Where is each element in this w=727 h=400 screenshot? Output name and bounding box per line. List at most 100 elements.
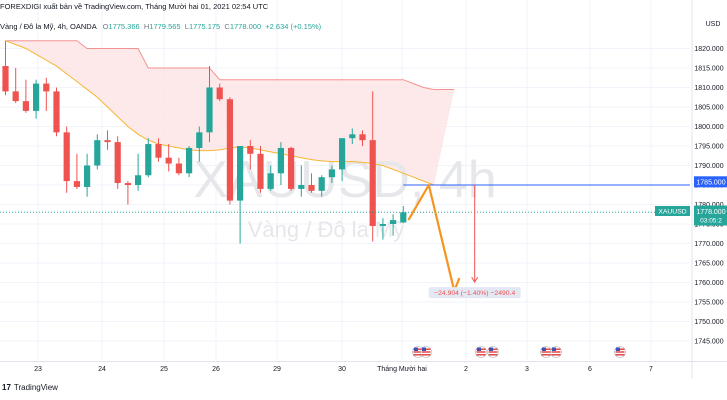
flag-stripe bbox=[421, 354, 431, 356]
price-axis-currency: USD bbox=[706, 21, 721, 28]
candle-body bbox=[2, 66, 9, 92]
candle-body bbox=[94, 140, 101, 166]
moving-average-line bbox=[5, 40, 435, 186]
us-flag-event-icon[interactable] bbox=[540, 346, 552, 358]
candle-body bbox=[237, 146, 244, 201]
time-tick-label: 23 bbox=[34, 366, 42, 373]
flag-stripe bbox=[615, 354, 625, 356]
candle-body bbox=[53, 91, 60, 133]
price-tick-label: 1755.000 bbox=[694, 300, 723, 307]
publisher-line: FOREXDIGI xuất bản về TradingView.com, T… bbox=[0, 2, 269, 11]
time-tick-label: 29 bbox=[273, 366, 281, 373]
price-tags: 1785.000 XAUUSD 1778.000 03:05:2 bbox=[655, 176, 727, 226]
flag-stripe bbox=[541, 354, 551, 356]
candle-body bbox=[124, 183, 131, 185]
current-price-tag bbox=[694, 205, 727, 226]
close-label: C bbox=[224, 22, 230, 31]
price-tick-label: 1750.000 bbox=[694, 319, 723, 326]
candle-body bbox=[114, 142, 121, 184]
symbol-legend[interactable]: Vàng / Đô la Mỹ, 4h, OANDA O1775.366 H17… bbox=[0, 22, 321, 31]
flag-stripe bbox=[488, 351, 498, 353]
us-flag-event-icon[interactable] bbox=[412, 346, 424, 358]
candle-body bbox=[400, 212, 407, 223]
time-tick-label: 3 bbox=[525, 366, 529, 373]
candle-body bbox=[226, 99, 233, 201]
us-flag-event-icon[interactable] bbox=[614, 346, 626, 358]
candle-body bbox=[206, 87, 213, 133]
chart-footer: 17 TradingView bbox=[0, 378, 727, 400]
current-price-tag-value: 1778.000 bbox=[696, 209, 725, 216]
price-tick-label: 1770.000 bbox=[694, 241, 723, 248]
low-label: L bbox=[184, 22, 189, 31]
open-value: 1775.366 bbox=[108, 22, 140, 31]
candle-body bbox=[33, 83, 40, 111]
economic-event-icons[interactable] bbox=[412, 346, 626, 358]
flag-canton bbox=[552, 347, 556, 351]
candle-body bbox=[84, 165, 91, 187]
price-axis[interactable]: 1745.000 1750.000 1755.000 1760.000 1765.000… bbox=[694, 46, 723, 346]
price-tick-label: 1790.000 bbox=[694, 163, 723, 170]
watermark-name: Vàng / Đô la Mỹ bbox=[248, 217, 405, 242]
flag-canton bbox=[616, 347, 620, 351]
candle-body bbox=[288, 147, 295, 189]
candle-body bbox=[318, 177, 325, 191]
us-flag-event-icon[interactable] bbox=[550, 346, 562, 358]
candle-body bbox=[349, 134, 356, 139]
candle-body bbox=[12, 91, 19, 102]
flag-stripe bbox=[551, 351, 561, 353]
price-tick-label: 1820.000 bbox=[694, 46, 723, 53]
price-tick-label: 1810.000 bbox=[694, 85, 723, 92]
flag-canton bbox=[489, 347, 493, 351]
candle-body bbox=[339, 138, 346, 170]
candle-body bbox=[328, 169, 335, 178]
candle-body bbox=[267, 173, 274, 189]
candle-body bbox=[216, 87, 223, 100]
tradingview-logo-icon: 17 bbox=[2, 383, 11, 392]
candle-body bbox=[165, 157, 172, 164]
open-label: O bbox=[102, 22, 109, 31]
flag-stripe bbox=[476, 354, 486, 356]
candle-body bbox=[390, 220, 397, 224]
us-flag-event-icon[interactable] bbox=[475, 346, 487, 358]
flag-stripe bbox=[413, 354, 423, 356]
flag-stripe bbox=[413, 351, 423, 353]
change-value: +2.634 (+0.15%) bbox=[265, 22, 322, 31]
time-tick-label: 7 bbox=[649, 366, 653, 373]
candlestick-series bbox=[2, 40, 407, 244]
time-tick-label: 30 bbox=[338, 366, 346, 373]
low-value: 1775.175 bbox=[188, 22, 221, 31]
us-flag-event-icon[interactable] bbox=[420, 346, 432, 358]
measure-arrowhead bbox=[471, 276, 479, 284]
us-flag-event-icon[interactable] bbox=[487, 346, 499, 358]
price-tick-label: 1765.000 bbox=[694, 261, 723, 268]
chart-header: FOREXDIGI xuất bản về TradingView.com, T… bbox=[0, 0, 690, 40]
flag-stripe bbox=[476, 351, 486, 353]
candle-body bbox=[155, 144, 162, 158]
tradingview-logo[interactable]: 17 TradingView bbox=[2, 383, 58, 392]
measure-label: −24.904 (−1.40%) −2490.4 bbox=[434, 290, 515, 297]
time-axis[interactable]: 23 24 25 26 29 30 Tháng Mười hai 2 3 6 7 bbox=[0, 361, 727, 374]
candle-body bbox=[175, 163, 182, 174]
tradingview-logo-text: TradingView bbox=[13, 383, 58, 392]
projection-path[interactable] bbox=[407, 183, 456, 292]
candle-body bbox=[359, 134, 366, 141]
price-tick-label: 1745.000 bbox=[694, 339, 723, 346]
candle-body bbox=[257, 153, 264, 189]
high-value: 1779.565 bbox=[149, 22, 181, 31]
candle-body bbox=[308, 185, 315, 191]
time-tick-label: 25 bbox=[160, 366, 168, 373]
candle-body bbox=[298, 185, 305, 189]
candle-body bbox=[135, 175, 142, 185]
symbol-price-tag bbox=[655, 206, 690, 216]
candle-body bbox=[379, 224, 386, 226]
close-value: 1778.000 bbox=[229, 22, 262, 31]
price-tick-label: 1805.000 bbox=[694, 105, 723, 112]
candle-body bbox=[104, 140, 111, 143]
candle-body bbox=[73, 181, 80, 187]
flag-stripe bbox=[421, 351, 431, 353]
price-tick-label: 1815.000 bbox=[694, 66, 723, 73]
candle-body bbox=[369, 140, 376, 226]
candle-body bbox=[63, 132, 70, 182]
current-price-tag-timer: 03:05:2 bbox=[700, 218, 722, 225]
